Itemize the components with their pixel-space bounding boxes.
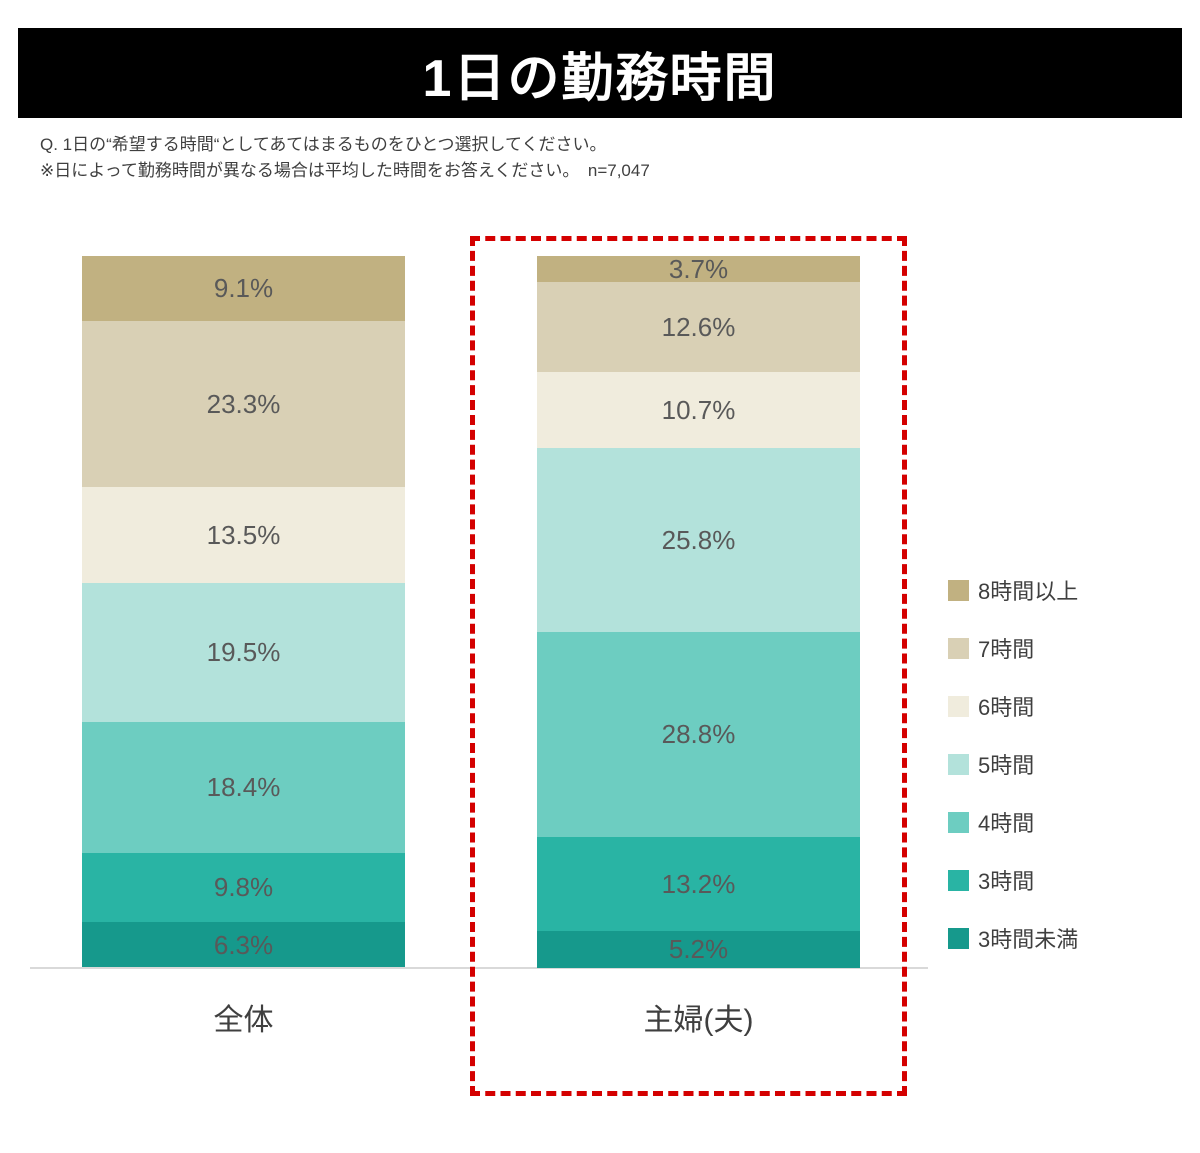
category-label-overall: 全体 — [213, 1004, 274, 1037]
segment-value-label: 5.2% — [668, 934, 729, 965]
bar-segment: 28.8% — [537, 631, 860, 837]
question-line-1: Q. 1日の“希望する時間“としてあてはまるものをひとつ選択してください。 — [40, 135, 607, 154]
legend-label: 7時間 — [978, 637, 1035, 662]
legend-label: 3時間 — [978, 869, 1035, 894]
bar-segment: 13.2% — [537, 836, 860, 931]
legend-label: 4時間 — [978, 811, 1035, 836]
bar-segment: 9.1% — [82, 256, 405, 321]
legend-swatch — [948, 753, 969, 775]
bar-segment: 5.2% — [537, 930, 860, 968]
segment-value-label: 9.8% — [213, 872, 274, 903]
legend-swatch — [948, 637, 969, 659]
legend-item: 3時間 — [948, 866, 1078, 894]
page-title: 1日の勤務時間 — [422, 49, 778, 108]
segment-value-label: 23.3% — [206, 388, 281, 419]
legend-label: 3時間未満 — [978, 927, 1079, 952]
segment-value-label: 6.3% — [213, 929, 274, 960]
title-banner: 1日の勤務時間 — [18, 28, 1182, 118]
segment-value-label: 13.5% — [206, 519, 281, 550]
legend-item: 5時間 — [948, 750, 1078, 778]
legend-item: 6時間 — [948, 692, 1078, 720]
bar-segment: 12.6% — [537, 282, 860, 373]
legend-label: 8時間以上 — [978, 579, 1079, 604]
x-axis-baseline — [30, 967, 928, 969]
question-line-2: ※日によって勤務時間が異なる場合は平均した時間をお答えください。 n=7,047 — [40, 161, 650, 181]
bar-segment: 25.8% — [537, 448, 860, 632]
legend-swatch — [948, 695, 969, 717]
segment-value-label: 9.1% — [213, 273, 274, 304]
segment-value-label: 3.7% — [668, 254, 729, 285]
segment-value-label: 13.2% — [661, 868, 736, 899]
bar-column-housewife: 3.7% 12.6% 10.7% 25.8% 28.8% 13.2% 5.2% — [537, 256, 860, 968]
bar-segment: 9.8% — [82, 852, 405, 923]
legend-item: 7時間 — [948, 634, 1078, 662]
bar-segment: 23.3% — [82, 320, 405, 487]
category-label-housewife: 主婦(夫) — [643, 1004, 754, 1037]
bar-segment: 18.4% — [82, 721, 405, 853]
bar-column-overall: 9.1% 23.3% 13.5% 19.5% 18.4% 9.8% 6.3% — [82, 256, 405, 968]
segment-value-label: 10.7% — [661, 395, 736, 426]
segment-value-label: 25.8% — [661, 525, 736, 556]
legend-swatch — [948, 811, 969, 833]
legend: 8時間以上 7時間 6時間 5時間 4時間 3時間 3時間未満 — [948, 576, 1078, 952]
bar-segment: 19.5% — [82, 582, 405, 722]
legend-swatch — [948, 927, 969, 949]
bar-segment: 13.5% — [82, 486, 405, 583]
segment-value-label: 18.4% — [206, 772, 281, 803]
segment-value-label: 28.8% — [661, 719, 736, 750]
bar-segment: 6.3% — [82, 922, 405, 968]
legend-item: 8時間以上 — [948, 576, 1078, 604]
bar-segment: 3.7% — [537, 254, 860, 285]
segment-value-label: 12.6% — [661, 312, 736, 343]
legend-label: 6時間 — [978, 695, 1035, 720]
segment-value-label: 19.5% — [206, 637, 281, 668]
legend-label: 5時間 — [978, 753, 1035, 778]
question-block: Q. 1日の“希望する時間“としてあてはまるものをひとつ選択してください。 ※日… — [40, 132, 1160, 185]
legend-swatch — [948, 579, 969, 601]
legend-item: 3時間未満 — [948, 924, 1078, 952]
bar-segment: 10.7% — [537, 372, 860, 449]
legend-swatch — [948, 869, 969, 891]
legend-item: 4時間 — [948, 808, 1078, 836]
